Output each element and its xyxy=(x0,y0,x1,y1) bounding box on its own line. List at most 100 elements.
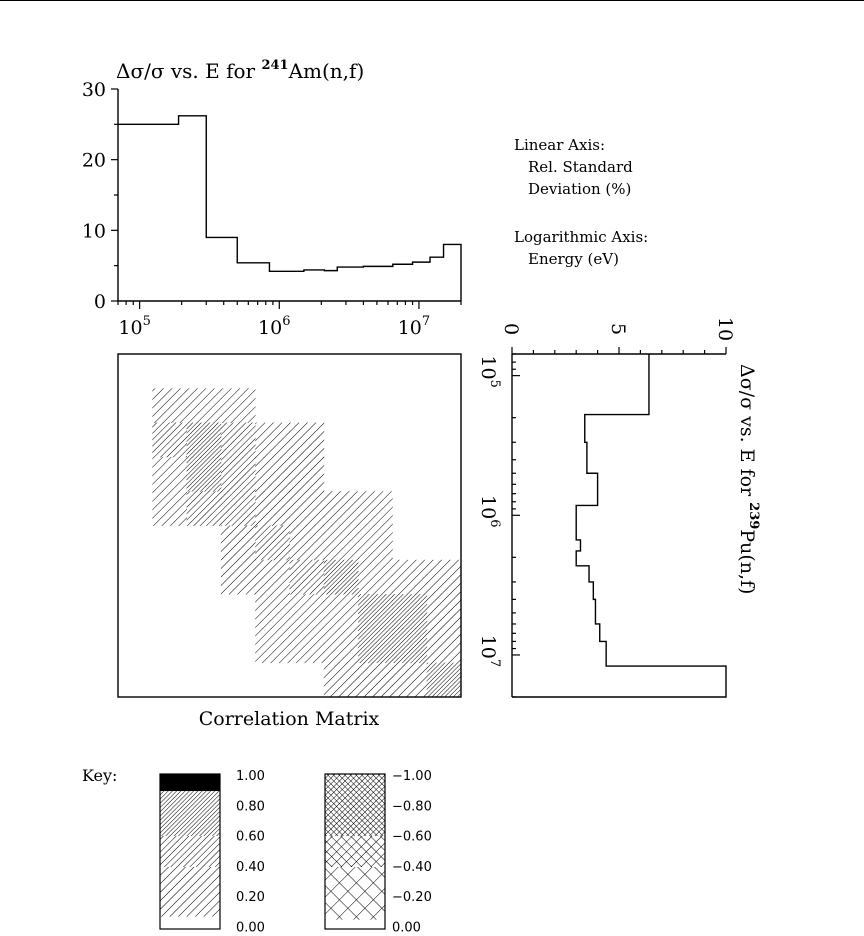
key-negative-swatch xyxy=(325,898,385,920)
pu239-value-tick-label: 5 xyxy=(607,323,629,335)
matrix-cell xyxy=(255,456,290,492)
key-positive-label: 0.80 xyxy=(236,799,265,814)
matrix-cell xyxy=(426,559,462,595)
matrix-cell xyxy=(323,594,359,629)
key-negative-label: −1.00 xyxy=(392,769,432,784)
am241-y-tick-label: 10 xyxy=(82,220,106,242)
matrix-cell xyxy=(220,456,256,492)
matrix-cell xyxy=(358,559,393,595)
key-negative-frame xyxy=(324,773,386,930)
pu239-energy-tick-label: 106 xyxy=(477,495,502,527)
key-positive-swatch xyxy=(160,791,220,805)
matrix-cell xyxy=(186,491,222,526)
top-rule xyxy=(0,0,864,1)
am241-y-tick-label: 30 xyxy=(82,79,106,101)
matrix-cell xyxy=(323,525,359,561)
am241-axes: 0 10 20 30 105 106 107 xyxy=(82,79,462,339)
matrix-title: Correlation Matrix xyxy=(199,708,380,730)
matrix-cell xyxy=(152,388,187,423)
matrix-cell xyxy=(255,491,290,526)
pu239-chart-title: Δσ/σ vs. E for 239Pu(n,f) xyxy=(736,364,761,594)
key-negative-bar xyxy=(324,773,386,930)
key-positive-swatch xyxy=(160,898,220,917)
matrix-cell xyxy=(255,628,290,664)
matrix-cell xyxy=(255,559,290,595)
key-negative-label: −0.80 xyxy=(392,799,432,814)
key-positive-swatch xyxy=(160,805,220,836)
matrix-cell xyxy=(186,388,222,423)
key-positive-swatch xyxy=(160,836,220,867)
matrix-cell xyxy=(289,559,325,595)
key-positive-label: 0.00 xyxy=(236,921,265,936)
key-negative-swatch xyxy=(325,805,385,836)
matrix-cell xyxy=(392,662,428,698)
matrix-cell xyxy=(152,422,187,458)
key-negative-label: 0.00 xyxy=(392,921,421,936)
matrix-cell xyxy=(392,594,428,629)
am241-y-tick-label: 0 xyxy=(94,291,106,313)
key-positive-label: 1.00 xyxy=(236,769,265,784)
matrix-cell xyxy=(220,491,256,526)
matrix-cell xyxy=(186,422,222,458)
key-positive-swatch xyxy=(160,867,220,898)
matrix-cell xyxy=(358,525,393,561)
key-positive-frame xyxy=(159,773,221,930)
matrix-cell xyxy=(426,662,462,698)
matrix-cell xyxy=(323,628,359,664)
linear-axis-line-2: Deviation (%) xyxy=(528,180,631,198)
key-negative-swatch xyxy=(325,867,385,898)
pu239-energy-tick-label: 105 xyxy=(477,355,502,387)
am241-x-tick-label: 106 xyxy=(258,314,290,339)
correlation-key: Key: 1.00 0.80 0.60 0.40 0.20 0.00 −1.00 −0.80 −… xyxy=(82,766,432,936)
matrix-cell xyxy=(220,388,256,423)
key-negative-swatch xyxy=(325,774,385,805)
matrix-cell xyxy=(323,662,359,698)
matrix-cell xyxy=(220,525,256,561)
key-title: Key: xyxy=(82,766,117,785)
key-positive-label: 0.20 xyxy=(236,890,265,905)
matrix-cell xyxy=(152,491,187,526)
matrix-cell xyxy=(358,594,393,629)
key-negative-label: −0.60 xyxy=(392,830,432,845)
key-positive-swatch xyxy=(160,774,220,792)
key-negative-label: −0.40 xyxy=(392,860,432,875)
matrix-cell xyxy=(392,559,428,595)
matrix-cell xyxy=(289,422,325,458)
linear-axis-heading: Linear Axis: xyxy=(514,136,605,154)
matrix-cell xyxy=(426,594,462,629)
log-axis-line-1: Energy (eV) xyxy=(528,250,619,268)
linear-axis-line-1: Rel. Standard xyxy=(528,158,633,176)
matrix-cell xyxy=(358,628,393,664)
key-positive-label: 0.40 xyxy=(236,860,265,875)
am241-x-tick-label: 107 xyxy=(398,314,430,339)
key-negative-label: −0.20 xyxy=(392,890,432,905)
key-negative-swatch xyxy=(325,836,385,867)
matrix-cell xyxy=(426,628,462,664)
axis-legend-note: Linear Axis: Rel. Standard Deviation (%)… xyxy=(514,136,648,268)
matrix-cell xyxy=(289,594,325,629)
pu239-chart: 0 5 10 105 106 107 Δσ/σ vs. E for 239Pu(n,f) xyxy=(477,317,761,698)
matrix-cell xyxy=(255,422,290,458)
am241-chart: Δσ/σ vs. E for 241Am(n,f) 0 10 20 30 105 106 1… xyxy=(82,58,648,339)
matrix-cell xyxy=(289,491,325,526)
matrix-cell xyxy=(255,525,290,561)
key-positive-label: 0.60 xyxy=(236,830,265,845)
pu239-value-tick-label: 10 xyxy=(714,317,736,341)
am241-chart-title: Δσ/σ vs. E for 241Am(n,f) xyxy=(116,58,364,83)
key-labels: 1.00 0.80 0.60 0.40 0.20 0.00 −1.00 −0.80 −0.60 −… xyxy=(236,769,432,936)
matrix-cell xyxy=(289,628,325,664)
matrix-cell xyxy=(323,491,359,526)
matrix-cell xyxy=(152,456,187,492)
matrix-cell xyxy=(323,559,359,595)
pu239-series-line xyxy=(512,354,727,698)
matrix-cell xyxy=(358,491,393,526)
matrix-cell xyxy=(289,456,325,492)
matrix-cell xyxy=(358,662,393,698)
correlation-matrix: Correlation Matrix xyxy=(117,353,462,730)
am241-y-tick-label: 20 xyxy=(82,150,106,172)
matrix-frame xyxy=(117,353,462,698)
am241-series-line xyxy=(118,115,462,301)
log-axis-heading: Logarithmic Axis: xyxy=(514,228,648,246)
matrix-cell xyxy=(186,456,222,492)
